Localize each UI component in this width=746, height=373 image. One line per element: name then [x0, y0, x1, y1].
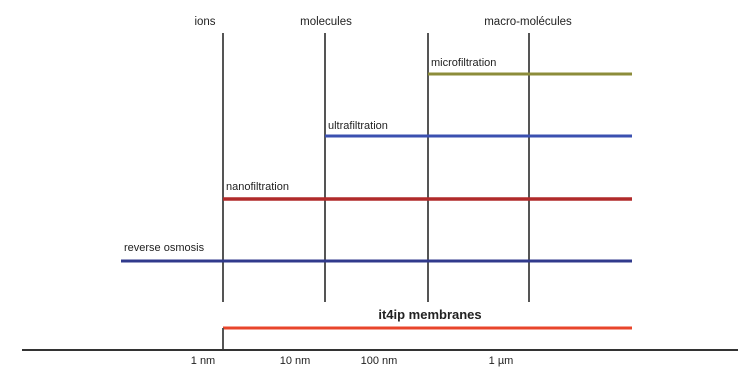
axis-tick-1um: 1 µm	[489, 355, 514, 367]
process-label-nanofiltration: nanofiltration	[226, 181, 289, 193]
category-macro-molecules: macro-molécules	[484, 16, 572, 28]
category-ions: ions	[194, 16, 215, 28]
process-label-reverse-osmosis: reverse osmosis	[124, 242, 205, 254]
category-molecules: molecules	[300, 16, 352, 28]
process-label-microfiltration: microfiltration	[431, 57, 496, 69]
axis-tick-10nm: 10 nm	[280, 355, 311, 367]
membrane-label: it4ip membranes	[378, 307, 481, 322]
axis-tick-1nm: 1 nm	[191, 355, 215, 367]
process-label-ultrafiltration: ultrafiltration	[328, 120, 388, 132]
axis-tick-100nm: 100 nm	[361, 355, 398, 367]
